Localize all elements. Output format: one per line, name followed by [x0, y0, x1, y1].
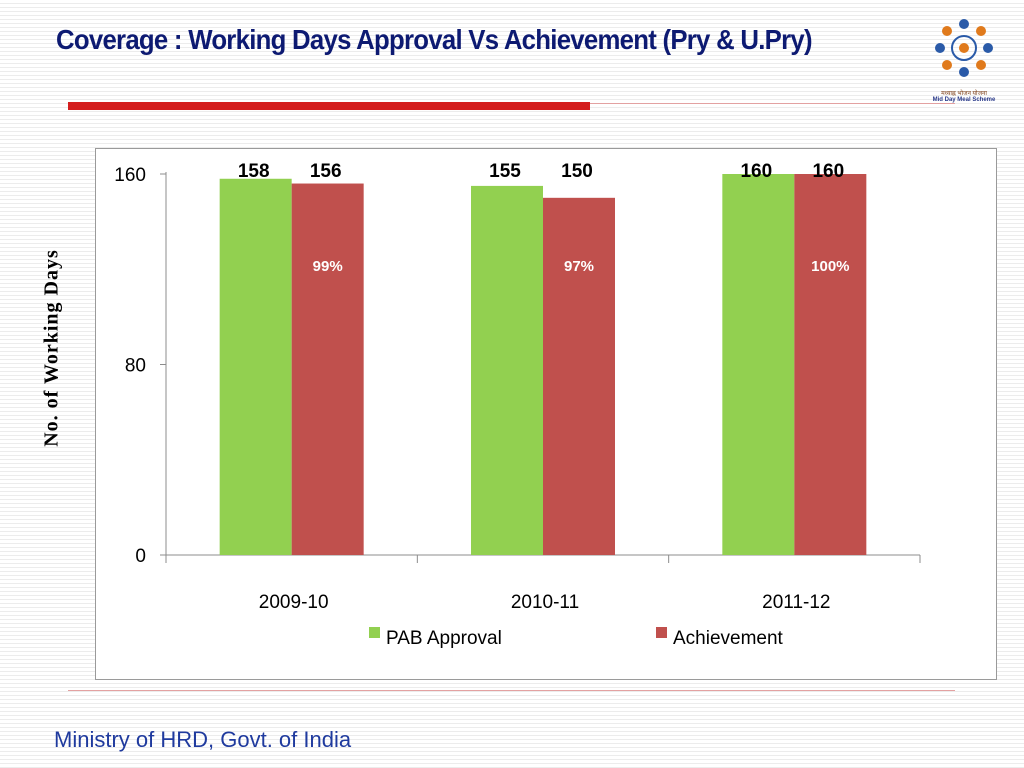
- legend-swatch-pab-approval: [369, 627, 380, 638]
- bar-achievement: [543, 197, 615, 555]
- footer-divider: [68, 690, 955, 691]
- logo-text-english: Mid Day Meal Scheme: [932, 97, 996, 103]
- data-label: 150: [561, 161, 593, 182]
- footer-text: Ministry of HRD, Govt. of India: [54, 727, 352, 752]
- y-tick-label: 80: [125, 356, 146, 377]
- title-underline: [68, 102, 590, 110]
- data-label: 158: [238, 161, 270, 182]
- x-tick-label: 2011-12: [762, 592, 830, 613]
- legend-label: PAB Approval: [386, 628, 502, 649]
- bar-pab-approval: [722, 174, 795, 555]
- data-label: 160: [812, 161, 844, 182]
- legend-swatch-achievement: [656, 627, 667, 638]
- y-tick-label: 0: [135, 546, 146, 567]
- percent-label: 97%: [564, 258, 594, 275]
- data-label: 155: [489, 161, 521, 182]
- y-tick-label: 160: [114, 165, 146, 186]
- bar-achievement: [291, 183, 364, 555]
- title-divider: [590, 103, 955, 104]
- bar-pab-approval: [219, 178, 292, 555]
- logo-text-hindi: मध्याह्न भोजन योजना: [941, 91, 987, 97]
- x-tick-label: 2009-10: [259, 592, 329, 613]
- data-label: 156: [310, 161, 342, 182]
- x-tick-label: 2010-11: [511, 592, 579, 613]
- legend-label: Achievement: [673, 628, 784, 649]
- percent-label: 99%: [313, 258, 343, 275]
- bar-achievement: [794, 174, 867, 555]
- bar-pab-approval: [471, 185, 543, 555]
- mid-day-meal-logo-icon: [935, 19, 993, 77]
- percent-label: 100%: [811, 258, 849, 275]
- data-label: 160: [740, 161, 772, 182]
- page-title: Coverage : Working Days Approval Vs Achi…: [56, 24, 813, 55]
